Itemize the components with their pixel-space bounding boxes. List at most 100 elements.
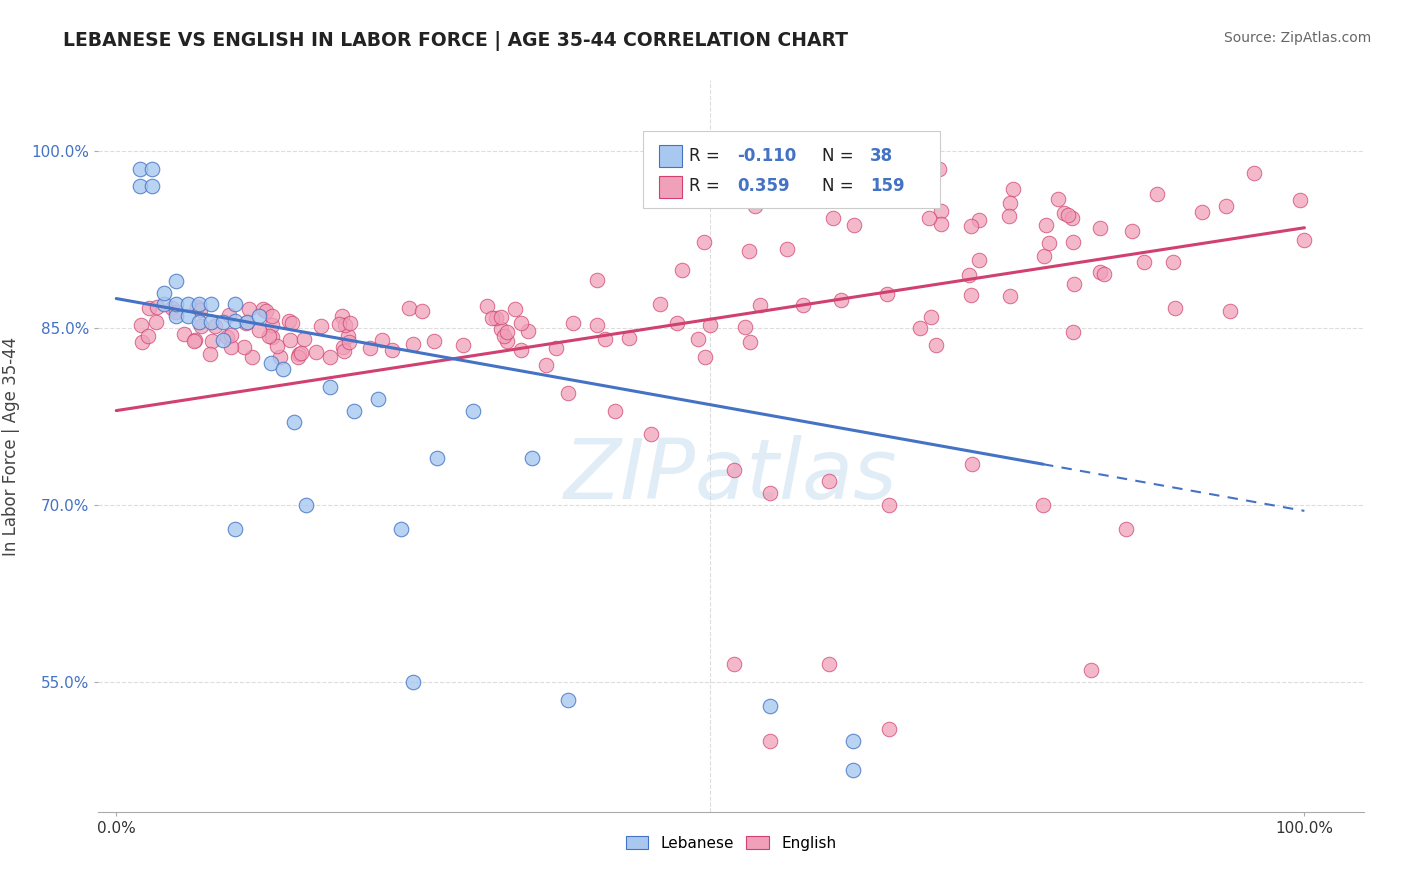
Point [1133,255,1156,269]
Point [240,350,263,364]
Point [131,334,153,349]
Point [260,356,283,370]
Point [309,318,332,333]
Point [339,316,361,330]
Point [262,318,284,332]
Point [925,338,948,352]
Point [928,161,950,176]
Point [509,343,531,357]
Point [918,211,941,226]
Point [496,325,519,339]
Point [1121,224,1143,238]
Point [792,298,814,312]
Point [967,213,990,227]
Point [247,323,270,337]
Point [422,334,444,348]
Point [586,273,609,287]
Point [1080,663,1102,677]
Point [319,380,342,394]
Point [929,217,952,231]
Point [877,722,900,736]
Point [224,297,246,311]
Point [758,734,780,748]
Point [173,326,195,341]
Point [190,318,212,333]
Point [287,350,309,364]
Point [328,318,350,332]
Point [281,316,304,330]
Point [758,486,780,500]
Text: 38: 38 [870,146,893,165]
Point [389,522,412,536]
Text: ZIPatlas: ZIPatlas [564,434,898,516]
Point [586,318,609,332]
Point [333,318,356,333]
Point [295,498,318,512]
Text: LEBANESE VS ENGLISH IN LABOR FORCE | AGE 35-44 CORRELATION CHART: LEBANESE VS ENGLISH IN LABOR FORCE | AGE… [63,31,848,51]
Point [283,416,305,430]
Point [200,347,222,361]
Point [505,301,527,316]
Text: -0.110: -0.110 [737,146,797,165]
Point [481,310,503,325]
Point [1062,326,1084,340]
Point [141,161,163,176]
Point [908,321,931,335]
Point [520,450,543,465]
Point [188,302,211,317]
Point [461,403,484,417]
Point [671,263,693,277]
Point [176,310,198,324]
Point [1289,193,1312,207]
Point [666,317,689,331]
Point [183,334,205,348]
Text: Source: ZipAtlas.com: Source: ZipAtlas.com [1223,31,1371,45]
Point [332,340,354,354]
Point [129,318,152,332]
Point [960,287,983,301]
Point [165,274,187,288]
Point [165,310,187,324]
Point [776,242,799,256]
Point [224,314,246,328]
Point [484,311,506,326]
Point [1215,198,1237,212]
Point [1090,265,1112,279]
Text: 0.359: 0.359 [737,178,790,195]
Point [738,334,761,349]
Point [534,358,557,372]
Point [998,196,1021,211]
Point [1088,220,1111,235]
Point [830,293,852,308]
Point [842,764,865,778]
Point [593,332,616,346]
Point [235,317,257,331]
Point [129,161,152,176]
Point [141,179,163,194]
Point [200,315,222,329]
Point [1146,187,1168,202]
Point [477,299,499,313]
Point [1000,289,1022,303]
Point [692,235,714,250]
Point [252,302,274,317]
Point [224,522,246,536]
Point [287,347,309,361]
Point [183,334,205,348]
Point [699,318,721,332]
Point [1033,249,1056,263]
Point [997,209,1019,223]
Point [411,304,433,318]
Point [723,462,745,476]
Point [186,300,208,314]
Point [546,342,568,356]
FancyBboxPatch shape [659,176,682,198]
Point [266,339,288,353]
Point [1002,182,1025,196]
Point [278,314,301,328]
Point [238,301,260,316]
Point [557,385,579,400]
Point [304,344,326,359]
Point [738,244,761,259]
Point [165,297,187,311]
